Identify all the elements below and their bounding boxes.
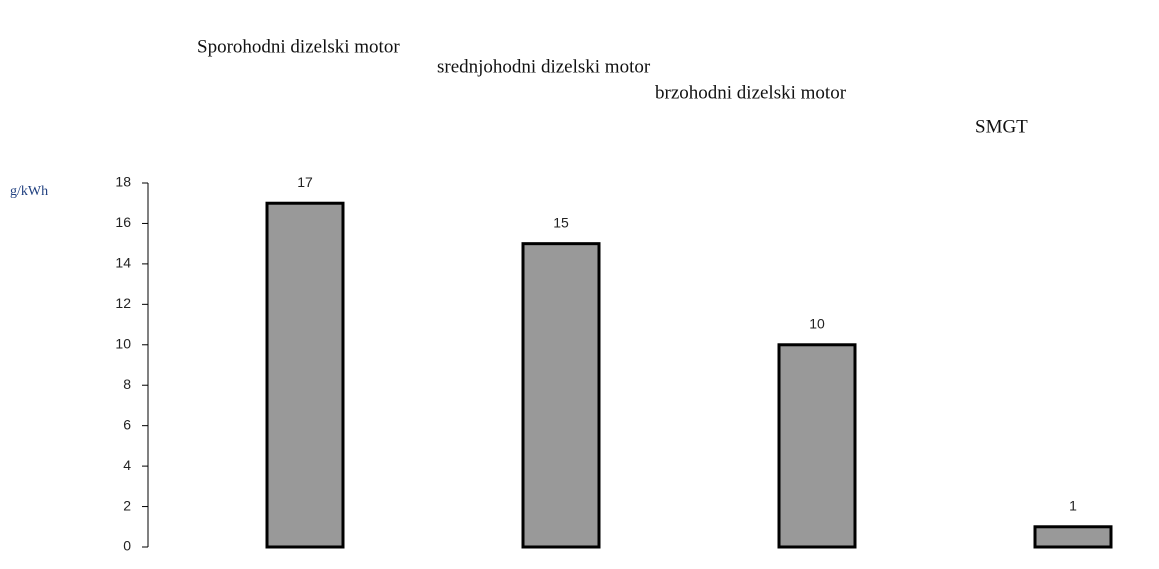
bar: [1033, 525, 1113, 549]
data-label: 10: [809, 315, 825, 331]
category-label: brzohodni dizelski motor: [655, 82, 847, 103]
y-tick-label: 12: [115, 295, 131, 311]
y-tick-label: 8: [123, 376, 131, 392]
y-tick-label: 18: [115, 174, 131, 190]
y-tick-label: 2: [123, 497, 131, 513]
y-axis-label: g/kWh: [10, 184, 48, 199]
bar: [521, 242, 601, 549]
category-label: Sporohodni dizelski motor: [197, 36, 400, 57]
data-label: 1: [1069, 497, 1077, 513]
bar: [777, 343, 857, 549]
data-label: 15: [553, 214, 569, 230]
y-tick-label: 0: [123, 538, 131, 554]
bar: [265, 201, 345, 549]
data-label: 17: [297, 174, 313, 190]
y-tick-label: 4: [123, 457, 131, 473]
y-tick-label: 6: [123, 416, 131, 432]
category-label: srednjohodni dizelski motor: [437, 56, 651, 77]
y-tick-label: 16: [115, 214, 131, 230]
y-tick-label: 10: [115, 335, 131, 351]
y-tick-label: 14: [115, 255, 131, 271]
category-label: SMGT: [975, 116, 1028, 137]
